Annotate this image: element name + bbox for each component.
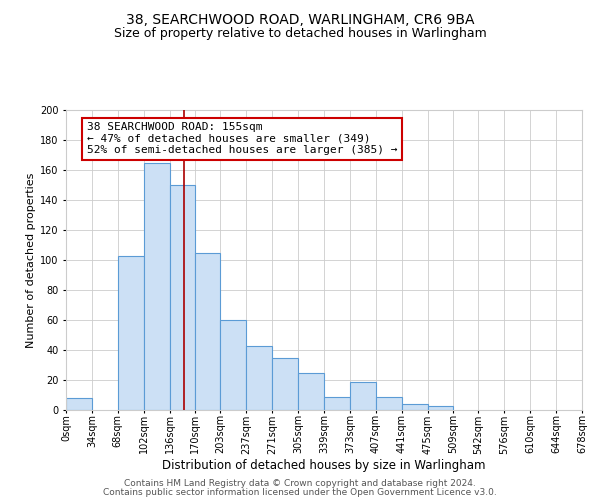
Bar: [118, 256, 143, 410]
Bar: [272, 358, 298, 410]
Text: 38, SEARCHWOOD ROAD, WARLINGHAM, CR6 9BA: 38, SEARCHWOOD ROAD, WARLINGHAM, CR6 9BA: [126, 12, 474, 26]
Bar: [376, 396, 401, 410]
Text: Size of property relative to detached houses in Warlingham: Size of property relative to detached ho…: [113, 28, 487, 40]
Bar: [220, 320, 247, 410]
Text: Contains HM Land Registry data © Crown copyright and database right 2024.: Contains HM Land Registry data © Crown c…: [124, 478, 476, 488]
Bar: [401, 404, 428, 410]
Bar: [247, 346, 272, 410]
Bar: [428, 406, 454, 410]
Bar: [170, 185, 196, 410]
Text: Contains public sector information licensed under the Open Government Licence v3: Contains public sector information licen…: [103, 488, 497, 497]
Bar: [324, 396, 350, 410]
X-axis label: Distribution of detached houses by size in Warlingham: Distribution of detached houses by size …: [162, 459, 486, 472]
Bar: [350, 382, 376, 410]
Y-axis label: Number of detached properties: Number of detached properties: [26, 172, 35, 348]
Bar: [196, 252, 220, 410]
Text: 38 SEARCHWOOD ROAD: 155sqm
← 47% of detached houses are smaller (349)
52% of sem: 38 SEARCHWOOD ROAD: 155sqm ← 47% of deta…: [86, 122, 397, 155]
Bar: [143, 162, 170, 410]
Bar: [66, 398, 92, 410]
Bar: [298, 372, 324, 410]
